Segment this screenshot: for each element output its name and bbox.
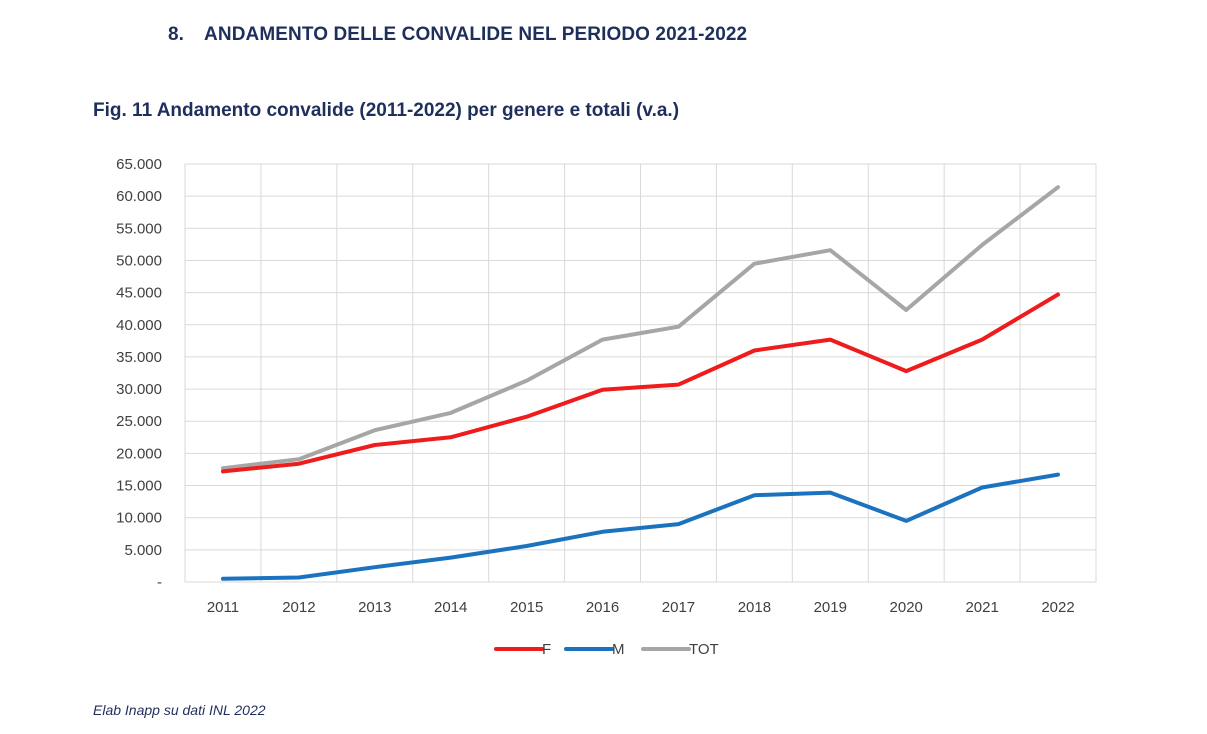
- y-tick-label: 10.000: [116, 510, 162, 527]
- x-tick-label: 2022: [1041, 599, 1074, 616]
- x-tick-label: 2011: [207, 599, 239, 616]
- y-tick-label: -: [157, 574, 162, 591]
- legend-label-f: F: [542, 641, 551, 658]
- x-tick-label: 2018: [738, 599, 771, 616]
- x-tick-label: 2016: [586, 599, 619, 616]
- y-tick-label: 35.000: [116, 349, 162, 366]
- y-tick-label: 20.000: [116, 445, 162, 462]
- figure-title: Fig. 11 Andamento convalide (2011-2022) …: [93, 100, 680, 121]
- y-tick-label: 60.000: [116, 188, 162, 205]
- series-line-f: [221, 292, 1060, 474]
- x-tick-label: 2019: [814, 599, 847, 616]
- section-heading: 8. ANDAMENTO DELLE CONVALIDE NEL PERIODO …: [168, 24, 747, 46]
- x-tick-label: 2021: [965, 599, 998, 616]
- line-chart: - 5.000 10.000 15.000 20.000 25.000 30.000 35.0…: [116, 156, 1097, 658]
- x-tick-label: 2014: [434, 599, 467, 616]
- y-tick-label: 5.000: [124, 542, 162, 559]
- y-tick-label: 55.000: [116, 220, 162, 237]
- y-tick-label: 65.000: [116, 156, 162, 173]
- y-tick-label: 45.000: [116, 285, 162, 302]
- series-line-m: [221, 472, 1060, 581]
- y-tick-label: 40.000: [116, 317, 162, 334]
- y-tick-label: 30.000: [116, 381, 162, 398]
- x-tick-label: 2015: [510, 599, 543, 616]
- x-tick-label: 2012: [282, 599, 315, 616]
- source-note: Elab Inapp su dati INL 2022: [93, 702, 266, 718]
- legend-label-m: M: [612, 641, 625, 658]
- x-tick-label: 2013: [358, 599, 391, 616]
- legend-label-tot: TOT: [689, 641, 719, 658]
- section-title: ANDAMENTO DELLE CONVALIDE NEL PERIODO 20…: [204, 24, 748, 45]
- section-number: 8.: [168, 24, 185, 45]
- series-line-tot: [221, 185, 1060, 471]
- x-tick-label: 2020: [890, 599, 923, 616]
- x-tick-label: 2017: [662, 599, 695, 616]
- y-tick-label: 15.000: [116, 478, 162, 495]
- y-tick-label: 25.000: [116, 413, 162, 430]
- y-tick-label: 50.000: [116, 252, 162, 269]
